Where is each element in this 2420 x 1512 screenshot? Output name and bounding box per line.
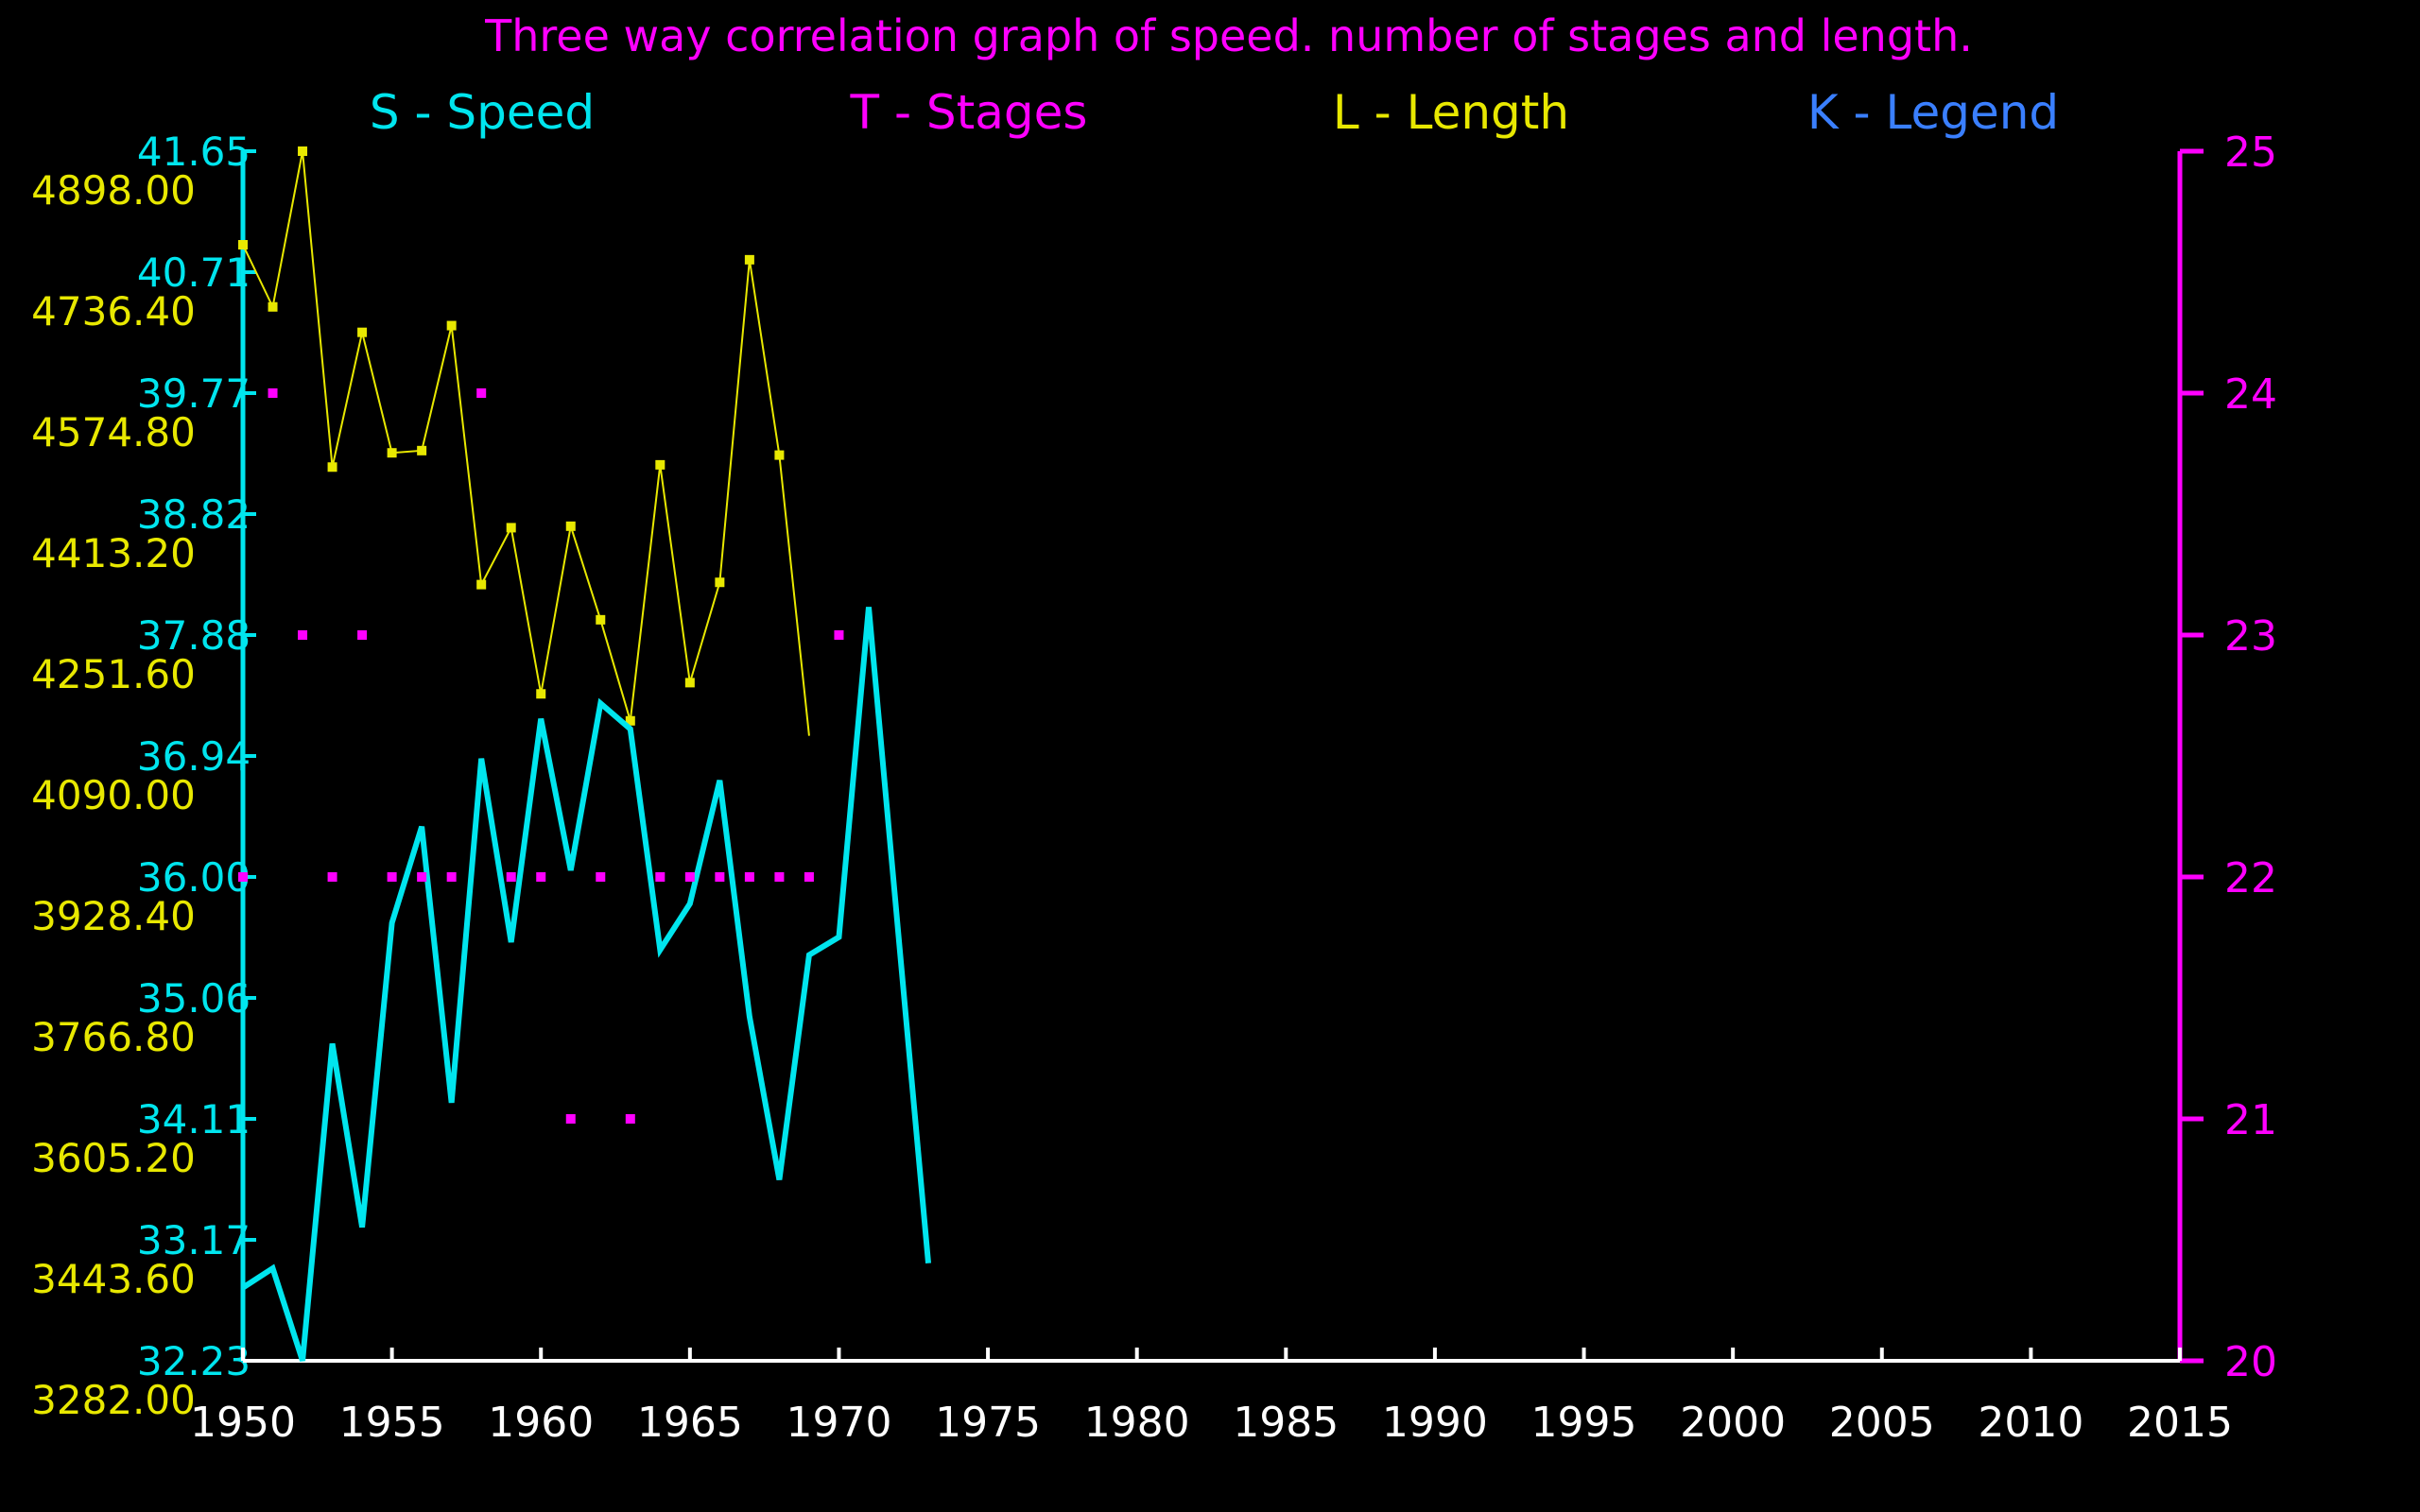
length-tick-label: 4574.80 bbox=[31, 409, 196, 455]
stages-point bbox=[834, 630, 844, 640]
stages-point bbox=[596, 872, 606, 882]
stages-point bbox=[565, 1114, 576, 1124]
stages-point bbox=[327, 872, 337, 882]
stages-point bbox=[804, 872, 814, 882]
stages-point bbox=[387, 872, 397, 882]
x-tick-label: 1965 bbox=[637, 1399, 743, 1447]
length-point bbox=[327, 462, 337, 472]
stages-point bbox=[357, 630, 368, 640]
length-point bbox=[625, 715, 635, 726]
stages-tick-label: 21 bbox=[2224, 1096, 2277, 1144]
x-tick-label: 1980 bbox=[1084, 1399, 1190, 1447]
length-point bbox=[387, 448, 397, 458]
speed-tick-label: 38.82 bbox=[137, 491, 251, 538]
legend-item-t: T - Stages bbox=[850, 85, 1088, 140]
x-tick-label: 1950 bbox=[190, 1399, 296, 1447]
length-tick-label: 4736.40 bbox=[31, 288, 196, 335]
x-tick-label: 2005 bbox=[1829, 1399, 1935, 1447]
stages-tick-label: 25 bbox=[2224, 129, 2277, 177]
speed-tick-label: 37.88 bbox=[137, 612, 251, 659]
stages-point bbox=[774, 872, 785, 882]
length-point bbox=[417, 445, 427, 455]
stages-point bbox=[655, 872, 666, 882]
x-tick-label: 1955 bbox=[339, 1399, 445, 1447]
speed-tick-label: 33.17 bbox=[137, 1217, 251, 1263]
speed-tick-label: 36.94 bbox=[137, 733, 251, 780]
length-point bbox=[774, 450, 785, 460]
length-line bbox=[242, 150, 810, 736]
length-point bbox=[357, 327, 368, 337]
x-tick-label: 1995 bbox=[1531, 1399, 1637, 1447]
stages-tick-label: 23 bbox=[2224, 612, 2277, 661]
length-point bbox=[684, 678, 695, 688]
x-tick-label: 2000 bbox=[1680, 1399, 1786, 1447]
stages-point bbox=[417, 872, 427, 882]
x-tick-label: 1970 bbox=[786, 1399, 891, 1447]
stages-point bbox=[298, 630, 308, 640]
length-point bbox=[298, 146, 308, 156]
legend-item-k: K - Legend bbox=[1807, 85, 2059, 140]
legend: S - Speed T - Stages L - Length K - Legend bbox=[370, 85, 2059, 140]
stages-point bbox=[446, 872, 457, 882]
x-tick-label: 1960 bbox=[488, 1399, 594, 1447]
stages-point bbox=[684, 872, 695, 882]
legend-item-l: L - Length bbox=[1333, 85, 1569, 140]
length-tick-label: 4251.60 bbox=[31, 651, 196, 697]
length-point bbox=[238, 240, 248, 250]
length-tick-label: 3766.80 bbox=[31, 1014, 196, 1060]
length-tick-label: 3928.40 bbox=[31, 893, 196, 939]
x-tick-label: 1985 bbox=[1233, 1399, 1339, 1447]
length-tick-label: 4090.00 bbox=[31, 772, 196, 818]
speed-tick-label: 39.77 bbox=[137, 370, 251, 417]
x-tick-label: 2015 bbox=[2127, 1399, 2233, 1447]
length-point bbox=[476, 579, 487, 590]
speed-tick-label: 32.23 bbox=[137, 1338, 251, 1384]
series-layer bbox=[238, 146, 932, 1362]
x-tick-label: 1975 bbox=[935, 1399, 1041, 1447]
length-point bbox=[655, 459, 666, 470]
length-tick-label: 3443.60 bbox=[31, 1256, 196, 1302]
length-tick-label: 3605.20 bbox=[31, 1135, 196, 1181]
speed-tick-label: 34.11 bbox=[137, 1096, 251, 1143]
length-point bbox=[565, 521, 576, 531]
length-tick-label: 4413.20 bbox=[31, 530, 196, 576]
length-tick-label: 4898.00 bbox=[31, 167, 196, 214]
length-point bbox=[268, 301, 278, 312]
stages-point bbox=[506, 872, 516, 882]
speed-tick-label: 36.00 bbox=[137, 854, 251, 901]
length-tick-label: 3282.00 bbox=[31, 1377, 196, 1423]
stages-tick-label: 24 bbox=[2224, 370, 2277, 419]
stages-tick-label: 20 bbox=[2224, 1338, 2277, 1386]
length-point bbox=[446, 320, 457, 331]
speed-tick-label: 41.65 bbox=[137, 129, 251, 175]
stages-point bbox=[536, 872, 546, 882]
stages-point bbox=[238, 872, 248, 882]
stages-point bbox=[715, 872, 725, 882]
length-point bbox=[744, 254, 754, 265]
speed-tick-label: 35.06 bbox=[137, 975, 251, 1022]
speed-tick-label: 40.71 bbox=[137, 249, 251, 296]
stages-point bbox=[625, 1114, 635, 1124]
speed-line bbox=[241, 607, 932, 1362]
stages-point bbox=[268, 388, 278, 398]
length-point bbox=[596, 614, 606, 625]
length-point bbox=[715, 577, 725, 588]
length-point bbox=[536, 689, 546, 699]
x-tick-label: 2010 bbox=[1978, 1399, 2083, 1447]
legend-item-s: S - Speed bbox=[370, 85, 595, 140]
stages-point bbox=[476, 388, 487, 398]
stages-point bbox=[744, 872, 754, 882]
x-tick-label: 1990 bbox=[1382, 1399, 1488, 1447]
stages-tick-label: 22 bbox=[2224, 854, 2277, 902]
length-point bbox=[506, 523, 516, 533]
chart-title: Three way correlation graph of speed. nu… bbox=[484, 10, 1973, 61]
